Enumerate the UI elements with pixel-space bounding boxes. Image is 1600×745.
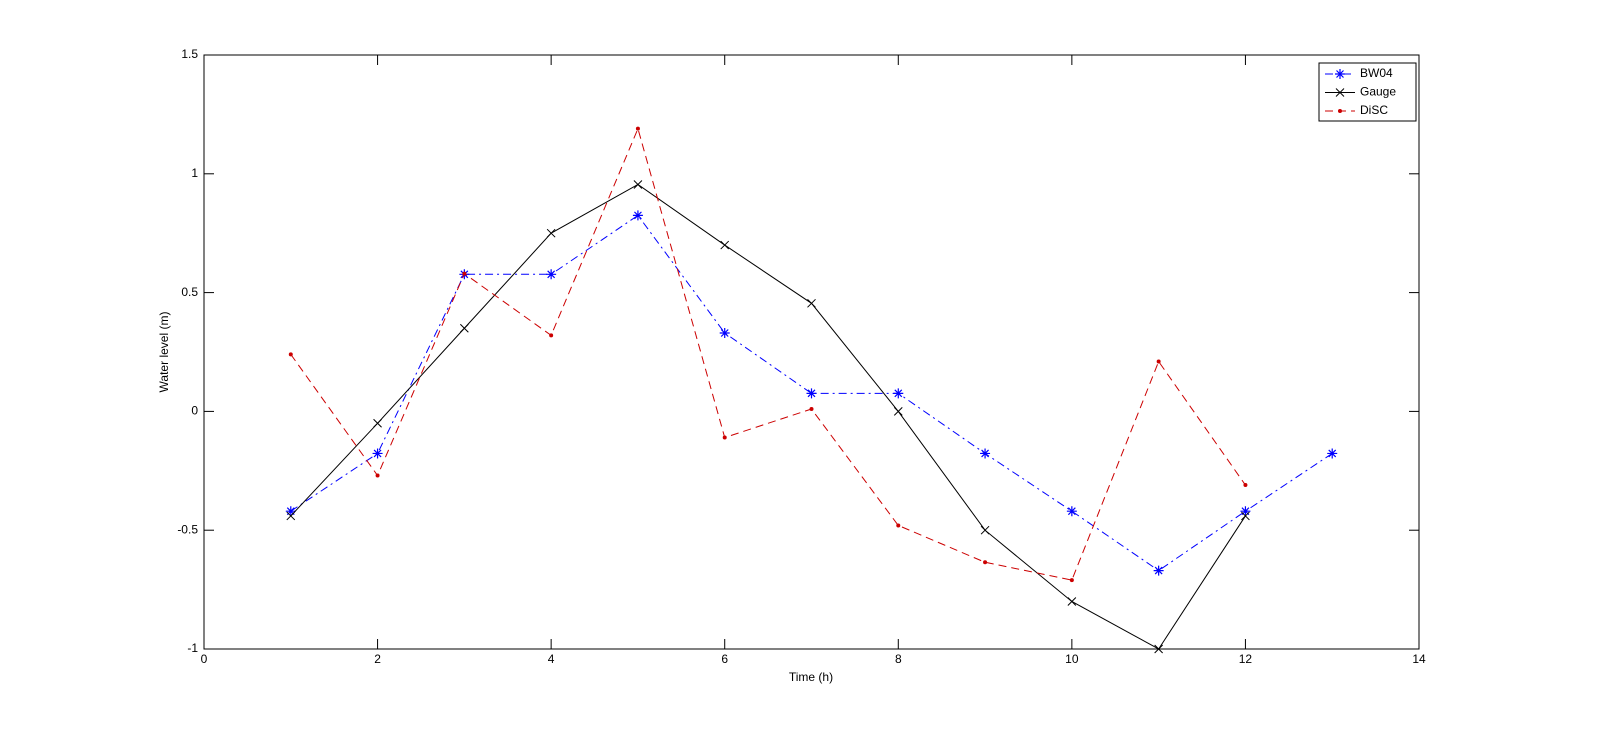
legend-label: DiSC xyxy=(1360,103,1388,117)
marker xyxy=(980,448,991,459)
marker xyxy=(809,407,814,412)
marker xyxy=(980,525,990,535)
legend-label: BW04 xyxy=(1360,66,1393,80)
marker xyxy=(546,269,557,280)
x-tick-label: 0 xyxy=(201,652,208,666)
marker xyxy=(1067,597,1077,606)
y-tick-label: 0 xyxy=(191,404,198,418)
series-line xyxy=(290,183,1246,650)
x-tick-label: 14 xyxy=(1412,652,1426,666)
marker xyxy=(373,418,382,428)
marker xyxy=(549,333,554,338)
marker xyxy=(1066,506,1077,517)
marker xyxy=(285,506,296,517)
marker xyxy=(635,126,640,131)
x-tick-label: 12 xyxy=(1239,652,1253,666)
marker xyxy=(720,240,730,250)
marker xyxy=(983,560,988,565)
marker xyxy=(1241,511,1250,521)
marker xyxy=(719,327,730,338)
x-tick-label: 10 xyxy=(1065,652,1079,666)
legend-marker xyxy=(1335,88,1345,97)
marker xyxy=(375,473,380,478)
marker xyxy=(546,228,556,238)
legend-label: Gauge xyxy=(1360,85,1396,99)
marker xyxy=(893,407,903,416)
marker xyxy=(462,271,467,276)
legend: BW04 Gauge DiSC xyxy=(1318,62,1417,122)
y-tick-label: -0.5 xyxy=(177,522,198,536)
x-tick-label: 4 xyxy=(548,652,555,666)
legend-marker xyxy=(1335,69,1345,79)
marker xyxy=(288,352,293,357)
marker xyxy=(807,298,816,308)
y-axis-label: Water level (m) xyxy=(157,312,171,393)
marker xyxy=(1153,565,1164,576)
y-tick-label: 1 xyxy=(191,166,198,180)
y-tick-label: -1 xyxy=(187,641,198,655)
marker xyxy=(460,323,469,333)
legend-marker xyxy=(1338,109,1342,113)
marker xyxy=(1154,644,1163,654)
y-tick-label: 0.5 xyxy=(181,285,198,299)
marker xyxy=(633,180,643,189)
y-tick-label: 1.5 xyxy=(181,47,198,61)
x-tick-label: 6 xyxy=(721,652,728,666)
x-tick-label: 2 xyxy=(374,652,381,666)
marker xyxy=(372,448,383,459)
marker xyxy=(632,210,643,221)
marker xyxy=(1243,483,1248,488)
marker xyxy=(1327,448,1338,459)
marker xyxy=(286,511,296,521)
marker xyxy=(806,388,817,399)
x-tick-label: 8 xyxy=(895,652,902,666)
marker xyxy=(1156,359,1161,364)
x-axis-label: Time (h) xyxy=(789,670,833,684)
marker xyxy=(893,388,904,399)
marker xyxy=(1240,506,1251,517)
marker xyxy=(1069,578,1074,583)
plot-box xyxy=(203,54,1420,650)
series-line xyxy=(290,127,1246,581)
marker xyxy=(896,523,901,528)
marker xyxy=(722,435,727,440)
